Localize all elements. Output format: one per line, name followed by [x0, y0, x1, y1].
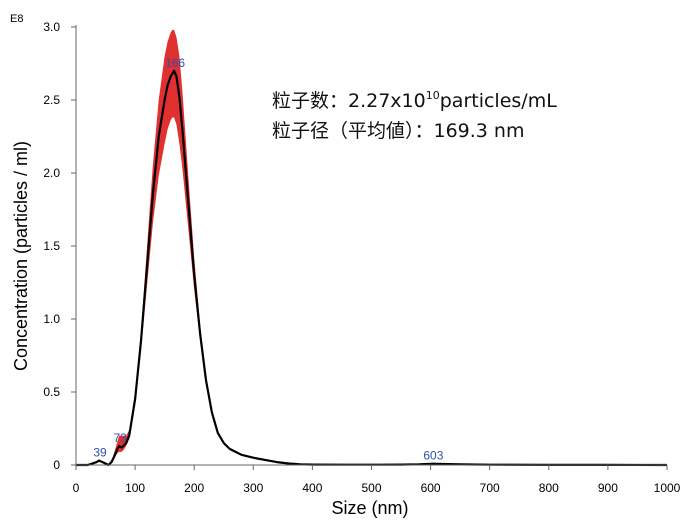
x-tick-label: 800	[539, 481, 559, 495]
x-tick-label: 300	[243, 481, 263, 495]
y-tick-label: 0.5	[43, 385, 60, 399]
x-tick-label: 900	[598, 481, 618, 495]
x-tick-label: 100	[125, 481, 145, 495]
x-tick-label: 500	[361, 481, 381, 495]
y-tick-label: 1.0	[43, 312, 60, 326]
annotation-particle-count: 粒子数：2.27x1010particles/mL	[272, 89, 557, 112]
y-tick-label: 2.0	[43, 166, 60, 180]
x-tick-label: 400	[302, 481, 322, 495]
peak-label: 39	[93, 446, 107, 460]
annotation-count-unit: particles/mL	[440, 90, 557, 112]
peak-label: 73	[113, 431, 127, 445]
peak-label: 166	[165, 56, 185, 70]
annotation-count-prefix: 粒子数：2.27x10	[272, 90, 426, 112]
peak-labels: 39 73 166 603	[93, 56, 443, 463]
y-tick-label: 0	[53, 458, 60, 472]
x-axis-title: Size (nm)	[331, 498, 408, 518]
y-exponent-label: E8	[10, 13, 23, 25]
x-tick-label: 200	[184, 481, 204, 495]
y-axis-title: Concentration (particles / ml)	[11, 141, 31, 371]
y-tick-label: 1.5	[43, 239, 60, 253]
y-tick-label: 2.5	[43, 93, 60, 107]
tick-labels: 0 100 200 300 400 500 600 700 800 900 1000 0 0.5 1.0 1…	[43, 20, 680, 495]
annotation-count-exponent: 10	[426, 89, 440, 102]
axes	[71, 25, 668, 470]
peak-label: 603	[423, 449, 443, 463]
y-tick-label: 3.0	[43, 20, 60, 34]
x-tick-label: 700	[480, 481, 500, 495]
x-tick-label: 0	[73, 481, 80, 495]
x-tick-label: 600	[421, 481, 441, 495]
x-tick-label: 1000	[654, 481, 681, 495]
annotation-mean-size: 粒子径（平均値）：169.3 nm	[272, 120, 524, 142]
